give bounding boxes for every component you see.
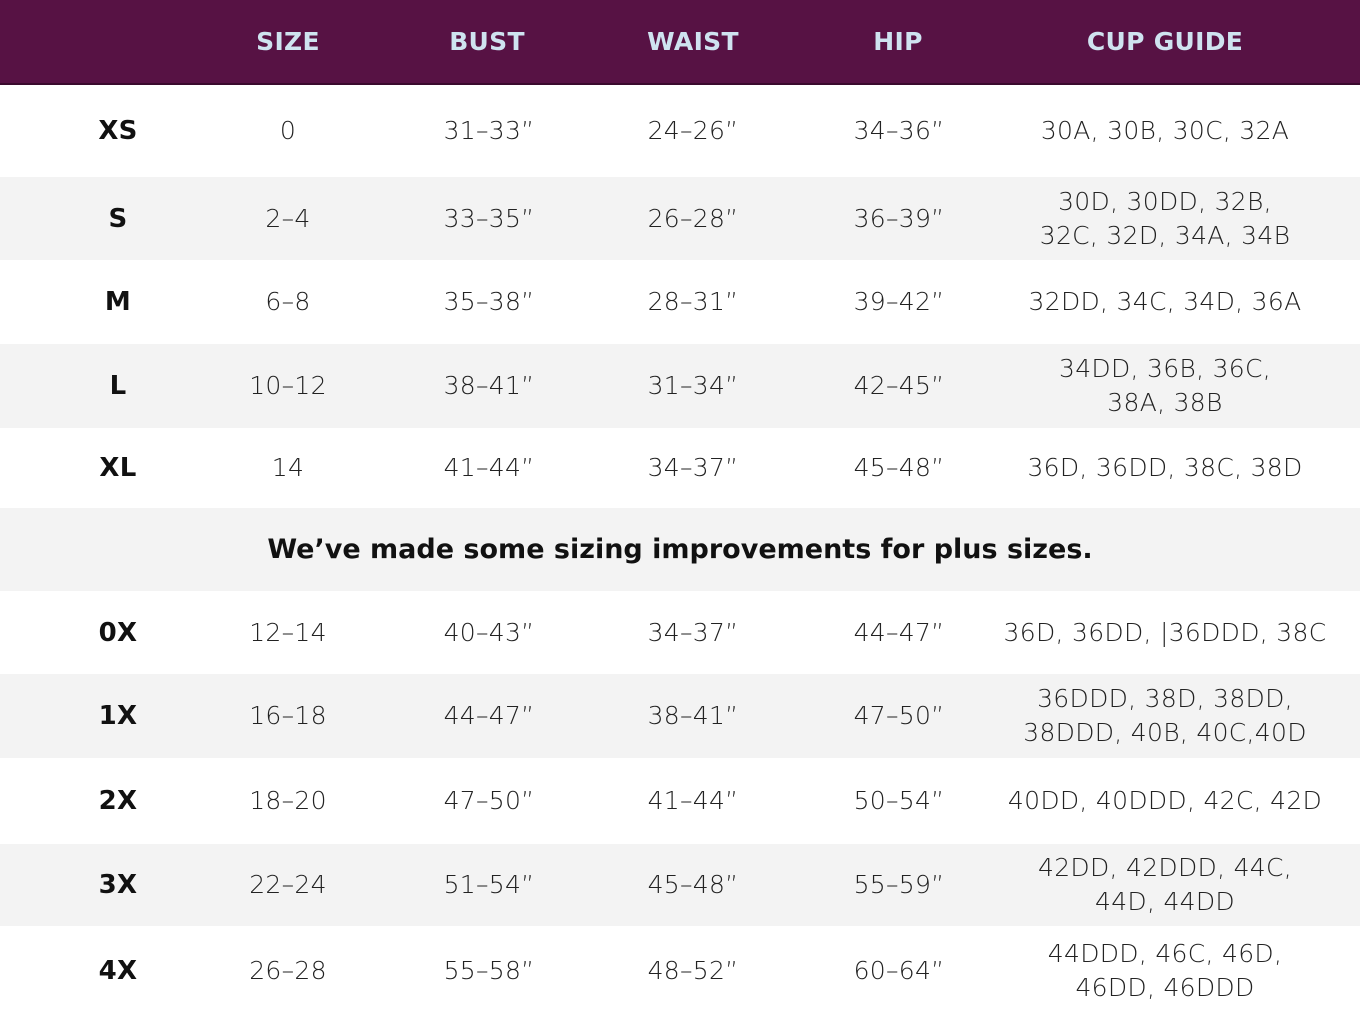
- cup-guide-line: 34DD, 36B, 36C,: [1059, 354, 1271, 383]
- cup-guide-line: 44DDD, 46C, 46D,: [1047, 939, 1283, 968]
- bust-value: 33–35”: [443, 203, 535, 233]
- header-size: SIZE: [256, 26, 320, 56]
- hip-value: 60–64”: [853, 956, 945, 985]
- table-row: S 2–4 33–35” 26–28” 36–39” 30D, 30DD, 32B, 32C…: [0, 177, 1360, 260]
- table-row: 1X 16–18 44–47” 38–41” 47–50” 36DDD, 38D, 38D…: [0, 674, 1360, 758]
- waist-value: 28–31”: [647, 287, 739, 316]
- cup-guide-line: 38A, 38B: [1107, 388, 1223, 417]
- plus-size-banner: We’ve made some sizing improvements for …: [0, 508, 1360, 591]
- cup-guide-value: 30A, 30B, 30C, 32A: [1041, 85, 1289, 177]
- cup-guide-line: 46DD, 46DDD: [1075, 973, 1255, 1002]
- hip-value: 44–47”: [853, 617, 945, 647]
- header-hip: HIP: [873, 26, 923, 56]
- bust-value: 40–43”: [443, 617, 535, 647]
- table-row: 4X 26–28 55–58” 48–52” 60–64” 44DDD, 46C, 46D…: [0, 926, 1360, 1016]
- cup-guide-line: 44D, 44DD: [1095, 887, 1235, 916]
- waist-value: 45–48”: [647, 870, 739, 899]
- hip-value: 42–45”: [853, 371, 945, 400]
- hip-value: 50–54”: [853, 786, 945, 815]
- cup-guide-value: 42DD, 42DDD, 44C, 44D, 44DD: [1038, 844, 1292, 926]
- size-value: 10–12: [249, 371, 327, 400]
- waist-value: 31–34”: [647, 371, 739, 400]
- hip-value: 34–36”: [853, 116, 945, 145]
- cup-guide-line: 30A, 30B, 30C, 32A: [1040, 116, 1290, 145]
- header-bust: BUST: [449, 26, 525, 56]
- cup-guide-value: 44DDD, 46C, 46D, 46DD, 46DDD: [1048, 926, 1282, 1016]
- size-label: L: [109, 371, 127, 401]
- bust-value: 35–38”: [443, 287, 535, 316]
- size-value: 22–24: [249, 870, 327, 899]
- bust-value: 38–41”: [443, 371, 535, 400]
- cup-guide-value: 36D, 36DD, 38C, 38D: [1027, 428, 1302, 508]
- table-header: SIZE BUST WAIST HIP CUP GUIDE: [0, 0, 1360, 85]
- waist-value: 41–44”: [647, 786, 739, 815]
- cup-guide-line: 36D, 36DD, 38C, 38D: [1027, 453, 1303, 482]
- cup-guide-value: 30D, 30DD, 32B, 32C, 32D, 34A, 34B: [1040, 177, 1291, 260]
- waist-value: 34–37”: [647, 617, 739, 647]
- size-value: 0: [279, 116, 297, 145]
- table-row: L 10–12 38–41” 31–34” 42–45” 34DD, 36B, 36C, 3…: [0, 344, 1360, 428]
- size-label: XL: [99, 453, 137, 483]
- size-label: 0X: [98, 617, 138, 648]
- cup-guide-line: 30D, 30DD, 32B,: [1058, 186, 1272, 216]
- bust-value: 47–50”: [443, 786, 535, 815]
- table-row: 2X 18–20 47–50” 41–44” 50–54” 40DD, 40DDD, 42…: [0, 758, 1360, 844]
- cup-guide-line: 42DD, 42DDD, 44C,: [1038, 853, 1292, 882]
- size-label: 1X: [98, 701, 138, 731]
- hip-value: 39–42”: [853, 287, 945, 316]
- table-row: 0X 12–14 40–43” 34–37” 44–47” 36D, 36DD, |36D…: [0, 591, 1360, 674]
- size-value: 2–4: [265, 203, 311, 233]
- size-value: 26–28: [249, 956, 327, 985]
- waist-value: 26–28”: [647, 203, 739, 233]
- bust-value: 41–44”: [443, 453, 535, 482]
- size-label: 3X: [98, 870, 138, 900]
- size-label: 4X: [98, 956, 138, 986]
- table-row: XL 14 41–44” 34–37” 45–48” 36D, 36DD, 38C, 38…: [0, 428, 1360, 508]
- cup-guide-line: 40DD, 40DDD, 42C, 42D: [1007, 786, 1323, 815]
- cup-guide-value: 36D, 36DD, |36DDD, 38C: [1004, 591, 1327, 674]
- hip-value: 47–50”: [853, 701, 945, 730]
- size-value: 12–14: [249, 617, 327, 647]
- cup-guide-line: 36DDD, 38D, 38DD,: [1037, 684, 1293, 713]
- table-row: M 6–8 35–38” 28–31” 39–42” 32DD, 34C, 34D, 36…: [0, 260, 1360, 344]
- cup-guide-line: 32C, 32D, 34A, 34B: [1039, 220, 1291, 250]
- table-row: XS 0 31–33” 24–26” 34–36” 30A, 30B, 30C, 32A: [0, 85, 1360, 177]
- waist-value: 24–26”: [647, 116, 739, 145]
- bust-value: 44–47”: [443, 701, 535, 730]
- size-label: 2X: [98, 786, 138, 816]
- hip-value: 45–48”: [853, 453, 945, 482]
- cup-guide-line: 36D, 36DD, |36DDD, 38C: [1003, 617, 1327, 647]
- cup-guide-value: 32DD, 34C, 34D, 36A: [1029, 260, 1302, 344]
- size-value: 16–18: [249, 701, 327, 730]
- hip-value: 55–59”: [853, 870, 945, 899]
- size-value: 18–20: [249, 786, 327, 815]
- waist-value: 38–41”: [647, 701, 739, 730]
- table-row: 3X 22–24 51–54” 45–48” 55–59” 42DD, 42DDD, 44…: [0, 844, 1360, 926]
- cup-guide-value: 34DD, 36B, 36C, 38A, 38B: [1059, 344, 1271, 428]
- bust-value: 51–54”: [443, 870, 535, 899]
- hip-value: 36–39”: [853, 203, 945, 233]
- size-label: M: [104, 287, 132, 317]
- bust-value: 31–33”: [443, 116, 535, 145]
- size-label: XS: [98, 116, 138, 146]
- waist-value: 48–52”: [647, 956, 739, 985]
- cup-guide-value: 40DD, 40DDD, 42C, 42D: [1008, 758, 1322, 844]
- cup-guide-line: 32DD, 34C, 34D, 36A: [1028, 287, 1302, 316]
- cup-guide-value: 36DDD, 38D, 38DD, 38DDD, 40B, 40C,40D: [1023, 674, 1307, 758]
- cup-guide-line: 38DDD, 40B, 40C,40D: [1023, 718, 1307, 747]
- header-waist: WAIST: [647, 26, 739, 56]
- bust-value: 55–58”: [443, 956, 535, 985]
- waist-value: 34–37”: [647, 453, 739, 482]
- size-value: 14: [271, 453, 305, 482]
- size-label: S: [108, 203, 128, 234]
- size-value: 6–8: [265, 287, 311, 316]
- header-cup-guide: CUP GUIDE: [1086, 26, 1244, 56]
